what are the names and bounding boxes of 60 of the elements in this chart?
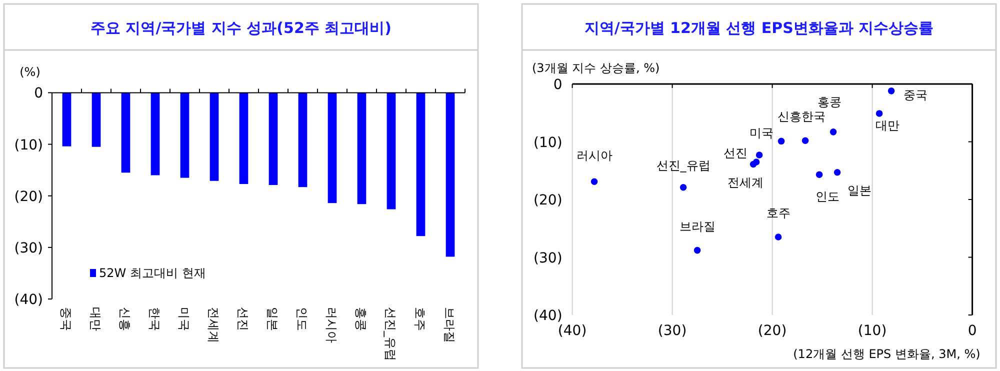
annotation: 브라질	[679, 219, 716, 234]
chart-title: 주요 지역/국가별 지수 성과(52주 최고대비)	[90, 19, 392, 37]
x-tick-label: 선진_유럽	[383, 307, 398, 361]
x-tick-label: 대만	[88, 307, 102, 331]
point	[680, 184, 687, 191]
x-tick-label: 선진	[236, 307, 250, 331]
x-tick-label: 한국	[147, 307, 162, 331]
point	[752, 158, 760, 166]
point	[756, 152, 763, 158]
point	[816, 171, 823, 178]
annotation: 러시아	[576, 148, 612, 163]
y-tick-label: 0	[34, 86, 43, 102]
point	[834, 168, 841, 176]
x-tick-label: (40)	[558, 323, 587, 339]
x-tick-label: 호주	[412, 307, 427, 331]
x-tick-label: 전세계	[206, 307, 220, 343]
x-axis-title: (12개월 선행 EPS 변화율, 3M, %)	[793, 347, 980, 361]
annotation: 선진	[723, 146, 748, 160]
x-tick-label: 인도	[294, 307, 309, 331]
y-axis-title: (%)	[20, 65, 40, 79]
annotation: 대만	[875, 118, 900, 132]
y-tick-label: (30)	[534, 250, 562, 266]
chart-title: 지역/국가별 12개월 선행 EPS변화율과 지수상승률	[584, 19, 934, 37]
x-tick-label: 러시아	[324, 307, 338, 343]
y-tick-label: 0	[553, 77, 562, 93]
x-tick-label: 일본	[265, 307, 280, 331]
point	[590, 178, 598, 185]
point	[876, 110, 883, 117]
legend-label: 52W 최고대비 현재	[99, 266, 206, 280]
x-tick-label: (30)	[658, 323, 687, 339]
annotation: 인도	[815, 190, 840, 204]
x-tick-label: (20)	[758, 323, 787, 339]
y-tick-label: (20)	[14, 188, 43, 205]
y-tick-label: (10)	[14, 137, 43, 154]
x-tick-label: 미국	[176, 307, 191, 331]
x-tick-label: 신흥	[118, 307, 132, 331]
y-tick-label: (40)	[14, 292, 43, 308]
point	[774, 234, 782, 240]
annotation: 미국	[749, 126, 774, 140]
annotation: 전세계	[727, 175, 764, 190]
annotation: 선진_유럽	[656, 158, 710, 172]
annotation: 중국	[903, 88, 928, 102]
point	[802, 137, 809, 144]
x-tick-label: 0	[968, 323, 977, 339]
y-tick-label: (30)	[14, 240, 43, 256]
y-axis-title: (3개월 지수 상승률, %)	[532, 61, 660, 75]
point	[888, 88, 895, 94]
y-tick-label: (10)	[534, 134, 562, 151]
annotation: 홍콩	[817, 94, 842, 109]
annotation: 신흥한국	[777, 110, 826, 124]
point	[778, 138, 785, 145]
x-tick-label: (10)	[858, 323, 887, 339]
y-tick-label: (20)	[534, 192, 562, 208]
x-tick-label: 중국	[58, 307, 73, 331]
point	[694, 246, 701, 254]
annotation: 호주	[766, 206, 790, 220]
point	[830, 128, 837, 136]
annotation: 일본	[847, 183, 872, 198]
x-tick-label: 브라질	[442, 307, 456, 343]
x-tick-label: 홍콩	[354, 307, 368, 331]
